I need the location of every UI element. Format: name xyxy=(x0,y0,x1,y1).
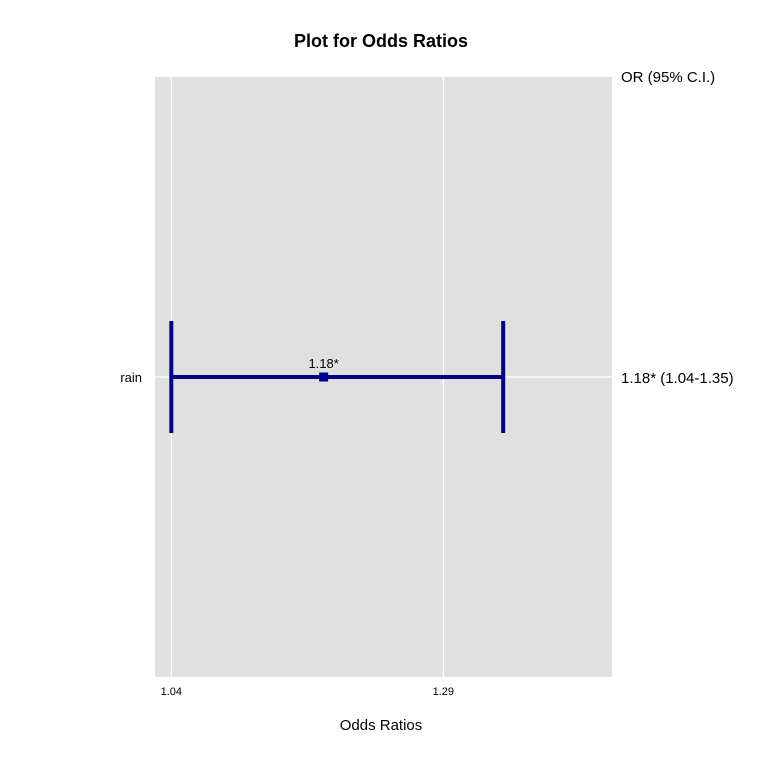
row-labels: rain xyxy=(120,370,142,385)
x-tick-label: 1.04 xyxy=(161,686,182,698)
side-header: OR (95% C.I.) xyxy=(621,69,715,86)
chart-title: Plot for Odds Ratios xyxy=(294,31,468,51)
point-label: 1.18* xyxy=(308,356,338,371)
x-axis-ticks: 1.04 1.29 xyxy=(161,686,454,698)
odds-ratio-point xyxy=(319,372,329,382)
x-axis-label: Odds Ratios xyxy=(340,717,423,734)
side-labels: 1.18* (1.04-1.35) xyxy=(621,370,734,387)
side-label: 1.18* (1.04-1.35) xyxy=(621,370,734,387)
x-tick-label: 1.29 xyxy=(433,686,454,698)
data-marks: 1.18* xyxy=(169,321,506,433)
row-label: rain xyxy=(120,370,142,385)
